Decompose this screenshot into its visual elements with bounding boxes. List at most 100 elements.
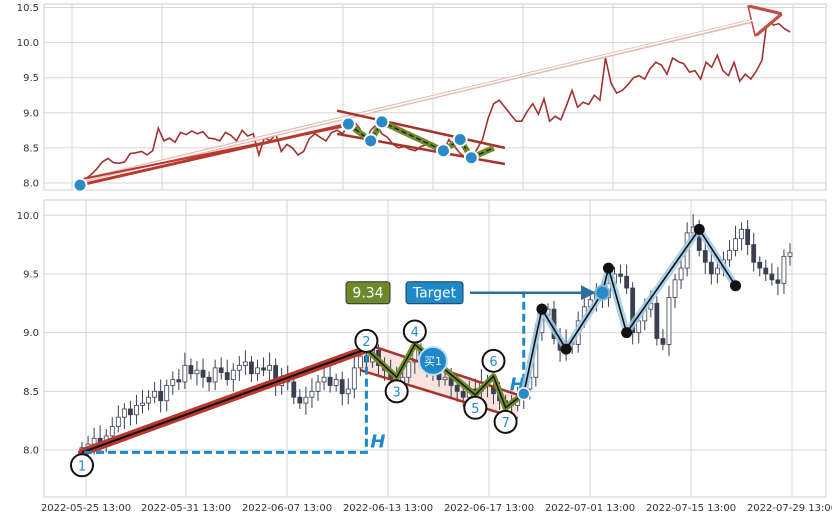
candle-body	[140, 402, 145, 406]
candle-body	[212, 367, 218, 383]
candle-body	[702, 250, 708, 263]
x-tick-label: 2022-07-29 13:00	[747, 503, 832, 514]
candle-body	[109, 426, 115, 437]
candle-body	[255, 367, 260, 375]
candle-body	[152, 390, 158, 398]
after-dot-2	[602, 262, 614, 274]
pivot-label-circle	[493, 409, 518, 434]
candle-body	[267, 365, 272, 371]
candle-body	[666, 297, 672, 345]
candle-body	[769, 273, 775, 281]
pivot-label-circle	[481, 348, 506, 373]
candlestick-panel: 8.0 8.5 9.0 9.5 10.0 2022-05-25 13:00 2022-05-…	[17, 199, 832, 514]
pivot-label-circle	[384, 379, 409, 404]
x-tick-label: 2022-06-17 13:00	[444, 503, 534, 514]
candle-body	[763, 267, 769, 275]
pivot-label-circle	[463, 395, 488, 420]
candle-body	[261, 367, 266, 371]
pivot-label-circle	[354, 328, 379, 353]
candle-body	[739, 228, 744, 240]
x-tick-label: 2022-07-01 13:00	[545, 503, 635, 514]
top-pivot-4	[435, 143, 451, 159]
candle-body	[321, 376, 327, 383]
candle-body	[128, 408, 133, 416]
projection-arrow-inner	[79, 15, 771, 182]
candle-body	[351, 367, 357, 390]
bottom-zigzag-core	[365, 343, 525, 409]
top-y-tick-label: 8.0	[23, 178, 39, 189]
candle-body	[218, 367, 224, 373]
candle-body	[146, 396, 151, 404]
candle-body	[291, 381, 297, 398]
target-value-box	[345, 281, 391, 305]
target-label-box	[405, 281, 464, 305]
pivot-label-text: 4	[411, 325, 419, 340]
candle-body	[158, 390, 164, 402]
x-tick-label: 2022-05-31 13:00	[141, 503, 231, 514]
pivot-label-text: 6	[489, 355, 497, 370]
candle-body	[333, 379, 339, 386]
bottom-y-tick-label: 9.5	[23, 269, 39, 280]
candle-body	[200, 369, 206, 378]
top-y-tick-label: 8.5	[23, 143, 39, 154]
candle-body	[315, 381, 321, 392]
x-tick-label: 2022-05-25 13:00	[41, 503, 131, 514]
bottom-y-tick-label: 9.0	[23, 328, 39, 339]
pivot-label-circle	[70, 453, 94, 478]
top-pivot-1	[340, 116, 356, 132]
pivot-label-text: 1	[78, 459, 86, 474]
top-pivot-3	[374, 114, 390, 130]
candle-body	[176, 379, 182, 383]
top-channel-line-0	[336, 109, 506, 150]
x-tick-label: 2022-06-13 13:00	[343, 503, 433, 514]
pivot-label-text: 7	[501, 416, 509, 431]
candle-body	[618, 273, 623, 277]
pivot-label-text: 3	[393, 385, 401, 400]
target-value-text: 9.34	[352, 286, 383, 302]
top-pivot-0	[72, 177, 88, 193]
top-y-tick-label: 10.0	[17, 38, 39, 49]
after-dot-0	[536, 303, 548, 315]
top-pivot-2	[363, 133, 379, 149]
candle-body	[406, 361, 412, 378]
after-dot-5	[730, 280, 742, 292]
after-dot-4	[693, 223, 705, 235]
candle-body	[624, 275, 630, 289]
top-trendline-1	[79, 125, 343, 181]
candle-body	[714, 267, 720, 275]
candle-body	[757, 261, 763, 269]
candle-body	[654, 302, 660, 339]
buy-signal-marker	[417, 345, 448, 376]
pivot-label-circle	[402, 319, 427, 344]
candle-body	[297, 396, 303, 404]
candle-body	[206, 376, 212, 383]
candle-body	[309, 390, 315, 398]
height-marker-label: H	[370, 431, 385, 452]
after-path-line	[522, 227, 737, 394]
target-point	[594, 284, 611, 301]
candle-body	[230, 369, 236, 381]
candle-body	[678, 267, 684, 281]
candle-body	[357, 355, 363, 369]
candle-body	[745, 228, 751, 246]
candle-body	[249, 361, 254, 375]
price-line-panel: 8.0 8.5 9.0 9.5 10.0 10.5	[17, 3, 827, 193]
candle-body	[708, 261, 714, 275]
main-trendline-core	[81, 348, 367, 454]
candle-body	[339, 379, 345, 395]
bottom-y-tick-label: 8.5	[23, 387, 39, 398]
candle-body	[751, 244, 757, 263]
buy-signal-label: 买1	[424, 355, 442, 368]
bottom-channel-line-1	[359, 369, 519, 420]
x-tick-label: 2022-06-07 13:00	[242, 503, 332, 514]
candle-body	[242, 361, 248, 366]
candle-body	[194, 369, 200, 375]
candle-body	[781, 255, 787, 284]
candle-body	[303, 396, 309, 404]
candle-body	[170, 379, 176, 386]
candle-body	[115, 416, 121, 427]
target-label-text: Target	[412, 286, 457, 302]
candle-body	[442, 376, 448, 381]
